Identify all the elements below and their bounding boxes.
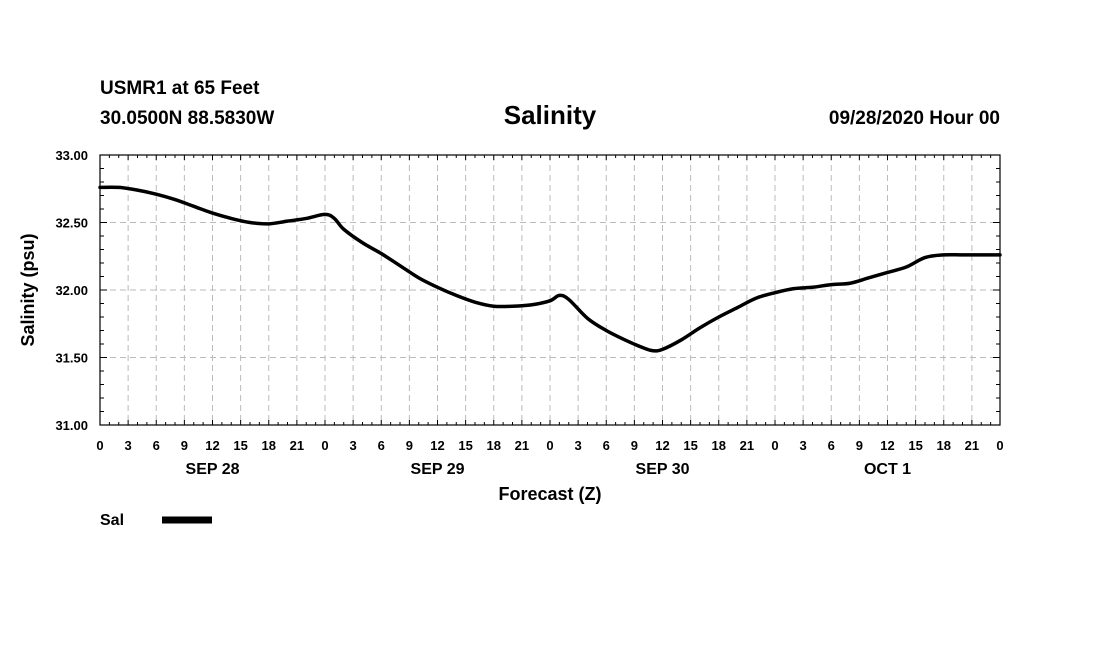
series-line-sal	[98, 185, 1002, 353]
y-tick-label: 33.00	[55, 148, 88, 163]
x-tick-label: 9	[181, 438, 188, 453]
y-tick-label: 31.00	[55, 418, 88, 433]
y-tick-label: 32.50	[55, 216, 88, 231]
x-tick-label: 18	[712, 438, 726, 453]
y-axis: 31.00 31.50 32.00 32.50 33.00	[55, 148, 1000, 433]
x-tick-label: 6	[828, 438, 835, 453]
x-tick-label: 12	[205, 438, 219, 453]
x-tick-label: 6	[153, 438, 160, 453]
x-tick-label: 12	[880, 438, 894, 453]
legend-label-sal: Sal	[100, 512, 124, 529]
x-tick-label: 12	[655, 438, 669, 453]
day-label: SEP 29	[411, 461, 465, 478]
day-labels: SEP 28 SEP 29 SEP 30 OCT 1	[186, 461, 912, 478]
y-axis-title: Salinity (psu)	[18, 233, 38, 346]
x-tick-label: 21	[740, 438, 754, 453]
x-tick-label: 3	[350, 438, 357, 453]
x-tick-label: 15	[458, 438, 472, 453]
x-tick-label: 9	[856, 438, 863, 453]
x-tick-label: 0	[321, 438, 328, 453]
x-tick-label: 15	[908, 438, 922, 453]
x-tick-label: 18	[487, 438, 501, 453]
x-tick-label: 3	[800, 438, 807, 453]
x-tick-label: 9	[406, 438, 413, 453]
y-tick-label: 31.50	[55, 351, 88, 366]
x-tick-label: 18	[262, 438, 276, 453]
x-tick-label: 0	[546, 438, 553, 453]
plot-frame	[99, 154, 1001, 426]
station-label: USMR1 at 65 Feet	[100, 78, 260, 99]
x-tick-label: 6	[378, 438, 385, 453]
x-tick-label: 0	[996, 438, 1003, 453]
chart-title: Salinity	[504, 100, 597, 130]
day-label: SEP 28	[186, 461, 240, 478]
legend: Sal	[100, 512, 212, 529]
run-time-label: 09/28/2020 Hour 00	[829, 108, 1000, 129]
grid	[100, 155, 1000, 425]
x-tick-label: 15	[683, 438, 697, 453]
x-tick-label: 6	[603, 438, 610, 453]
y-tick-label: 32.00	[55, 283, 88, 298]
day-label: SEP 30	[636, 461, 690, 478]
x-tick-label: 0	[771, 438, 778, 453]
location-label: 30.0500N 88.5830W	[100, 108, 274, 129]
x-tick-label: 21	[965, 438, 979, 453]
x-tick-label: 15	[233, 438, 247, 453]
day-label: OCT 1	[864, 461, 911, 478]
x-axis: 0 3 6 9 12 15 18 21 0 3 6 9 12 15 18 21 0 3 6 9 12 15 18 21 0 3 6 9…	[96, 155, 1004, 453]
x-tick-label: 3	[575, 438, 582, 453]
x-tick-label: 18	[937, 438, 951, 453]
x-tick-label: 0	[96, 438, 103, 453]
x-tick-label: 3	[125, 438, 132, 453]
x-tick-label: 21	[515, 438, 529, 453]
x-axis-title: Forecast (Z)	[498, 484, 601, 504]
x-tick-label: 21	[290, 438, 304, 453]
x-tick-label: 12	[430, 438, 444, 453]
x-tick-label: 9	[631, 438, 638, 453]
